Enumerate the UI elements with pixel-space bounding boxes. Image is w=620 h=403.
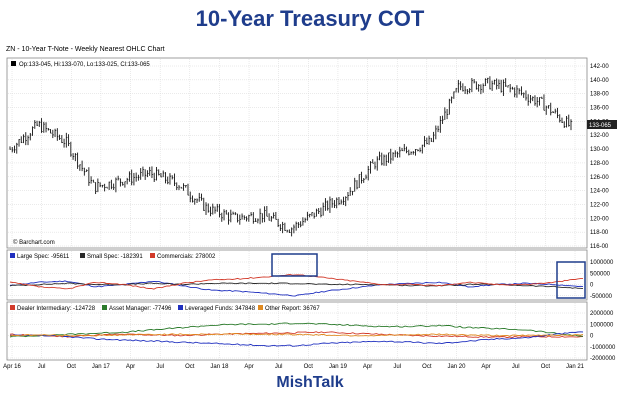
legend-commercials: Commercials: 278002 [157,254,216,260]
series-line-commercials [9,274,583,290]
x-tick-label: Jul [156,364,164,370]
price-tick-label: 130-00 [590,147,609,153]
cot-panel-2-frame [6,301,588,361]
page-title: 10-Year Treasury COT [195,6,425,31]
panel-tick-label: -2000000 [590,356,616,362]
x-tick-label: Oct [67,364,77,370]
price-tick-label: 132-00 [590,133,609,139]
grid-lines [8,59,586,359]
x-tick-label: Apr [244,364,253,370]
highlight-box-2018 [271,253,318,277]
last-price-label: 133-065 [589,123,612,129]
cot2-lines [9,322,584,347]
panel-tick-label: -500000 [590,294,613,300]
copyright: © Barchart.com [13,239,55,246]
series-line-other-report [9,333,584,337]
cot1-legend: Large Spec: -95611 Small Spec: -182391 C… [10,253,216,260]
legend-dealer: Dealer Intermediary: -124728 [17,306,96,312]
price-tick-label: 126-00 [590,175,609,181]
last-price-box [587,120,617,129]
price-legend-swatch [11,61,16,66]
x-tick-label: Jul [38,364,46,370]
x-axis-labels: Apr 16 Jul Oct Jan 17 Apr Jul Oct Jan 18 Apr Jul O… [3,364,585,370]
price-tick-label: 142-00 [590,64,609,70]
legend-swatch-dealer [10,305,15,310]
x-tick-label: Apr [363,364,372,370]
series-line-small-spec [9,282,584,290]
x-tick-label: Jan 20 [447,364,466,370]
x-tick-label: Apr [126,364,135,370]
panel-tick-label: 1000000 [590,322,614,328]
x-tick-label: Oct [422,364,432,370]
price-candles [9,76,573,237]
x-tick-label: Oct [541,364,551,370]
cot2-legend: Dealer Intermediary: -124728 Asset Manag… [10,305,320,312]
price-tick-label: 116-00 [590,244,609,250]
x-tick-label: Oct [185,364,195,370]
x-tick-label: Jan 17 [92,364,111,370]
price-tick-label: 140-00 [590,78,609,84]
panel-tick-label: 0 [590,334,594,340]
legend-swatch-small-spec [80,253,85,258]
legend-small-spec: Small Spec: -182391 [87,254,143,260]
price-legend: Op:133-045, Hi:133-070, Lo:133-025, Cl:1… [19,62,150,68]
legend-leveraged: Leveraged Funds: 347848 [185,306,256,312]
legend-large-spec: Large Spec: -95611 [17,254,70,260]
legend-asset-manager: Asset Manager: -77496 [109,306,172,312]
price-tick-label: 128-00 [590,161,609,167]
panel-tick-label: 0 [590,283,594,289]
panel-tick-label: -1000000 [590,345,616,351]
cot1-y-axis: 1000000 500000 0 -500000 [590,260,614,300]
series-line-leveraged-funds [9,331,584,347]
panel-tick-label: 2000000 [590,311,614,317]
x-tick-label: Jan 18 [210,364,229,370]
legend-swatch-leveraged [178,305,183,310]
panel-tick-label: 500000 [590,271,611,277]
x-tick-label: Apr [481,364,490,370]
price-tick-label: 124-00 [590,189,609,195]
chart-header: ZN - 10-Year T-Note - Weekly Nearest OHL… [6,46,165,53]
price-tick-label: 118-00 [590,230,609,236]
legend-swatch-other [258,305,263,310]
x-tick-label: Jul [275,364,283,370]
x-tick-label: Jan 21 [566,364,585,370]
price-tick-label: 120-00 [590,216,609,222]
legend-other: Other Report: 36767 [265,306,320,312]
x-tick-label: Jul [393,364,401,370]
panel-tick-label: 1000000 [590,260,614,266]
cot1-lines [9,274,584,297]
legend-swatch-asset-manager [102,305,107,310]
x-tick-label: Jan 19 [329,364,348,370]
series-line-dealer-intermediary [9,331,584,339]
legend-swatch-commercials [150,253,155,258]
cot2-y-axis: 2000000 1000000 0 -1000000 -2000000 [590,311,616,362]
footer-brand: MishTalk [276,374,344,391]
legend-swatch-large-spec [10,253,15,258]
price-tick-label: 122-00 [590,202,609,208]
x-tick-label: Apr 16 [3,364,21,370]
price-tick-label: 136-00 [590,106,609,112]
x-tick-label: Oct [304,364,314,370]
price-tick-label: 138-00 [590,92,609,98]
series-line-asset-manager [9,322,584,338]
highlight-box-2021 [556,261,586,299]
price-y-axis: 142-00140-00138-00136-00134-00132-00130-… [590,64,609,250]
price-panel-frame [6,57,588,249]
series-line-large-spec [9,280,584,297]
x-tick-label: Jul [512,364,520,370]
